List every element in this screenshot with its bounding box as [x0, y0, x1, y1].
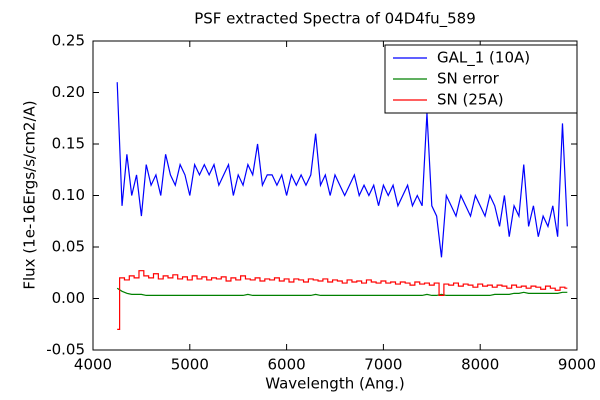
y-tick-label: 0.25 [52, 32, 85, 50]
series-line [116, 82, 568, 258]
y-tick-label: 0.15 [52, 135, 85, 153]
y-tick-label: 0.20 [52, 83, 85, 101]
y-axis-label: Flux (1e-16Ergs/s/cm2/A) [21, 100, 39, 289]
x-tick-label: 6000 [268, 356, 306, 374]
legend-label: SN (25A) [437, 91, 504, 109]
x-tick-label: 8000 [461, 356, 499, 374]
y-tick-label: -0.05 [46, 341, 85, 359]
y-tick-label: 0.00 [52, 289, 85, 307]
chart-title: PSF extracted Spectra of 04D4fu_589 [194, 10, 476, 29]
series-line [116, 287, 568, 297]
y-tick-label: 0.10 [52, 186, 85, 204]
x-tick-label: 4000 [74, 356, 112, 374]
legend-label: GAL_1 (10A) [437, 49, 530, 68]
x-tick-label: 9000 [558, 356, 596, 374]
y-tick-label: 0.05 [52, 238, 85, 256]
legend-label: SN error [437, 70, 500, 88]
x-tick-label: 5000 [171, 356, 209, 374]
x-tick-label: 7000 [364, 356, 402, 374]
series-line [117, 270, 568, 330]
x-axis-label: Wavelength (Ang.) [265, 375, 405, 393]
